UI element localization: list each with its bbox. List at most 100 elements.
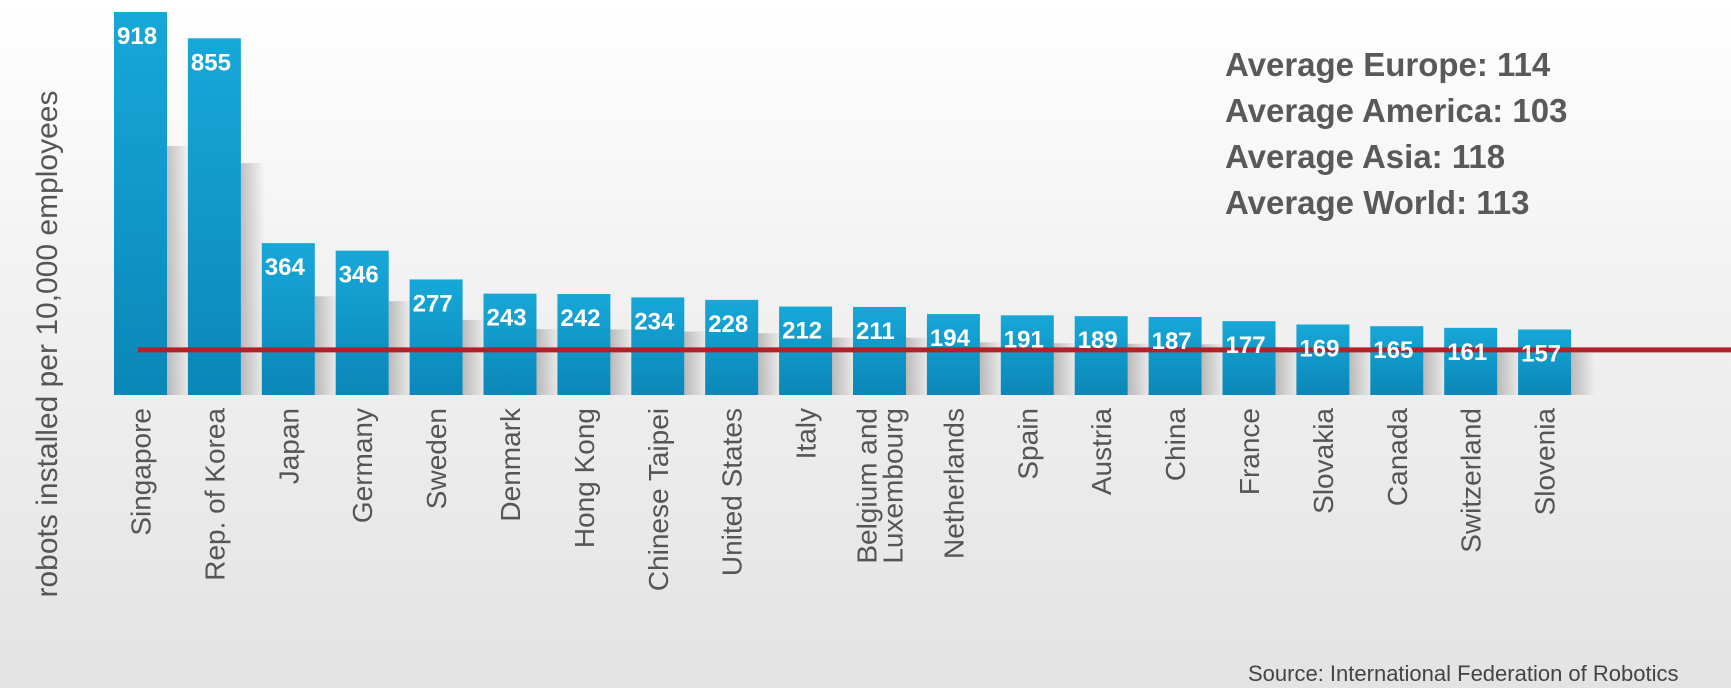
source-note: Source: International Federation of Robo… [1248,661,1679,686]
category-label: Belgium andLuxembourg [852,408,909,564]
category-label: Denmark [495,407,526,522]
bar [1518,329,1572,395]
bar-shadow [1571,352,1596,395]
category-label-line: Germany [347,408,378,523]
bar-value-label: 191 [1004,326,1044,353]
bar [409,279,463,395]
bar-value-label: 169 [1299,335,1339,362]
bar [926,314,980,395]
category-label-line: Canada [1382,408,1413,507]
category-label: China [1160,408,1191,482]
category-label-line: Japan [273,408,304,484]
average-europe: Average Europe: 114 [1225,46,1551,83]
average-world: Average World: 113 [1225,184,1530,221]
category-label: Netherlands [938,408,969,559]
bar-value-label: 228 [708,311,748,338]
category-label-line: Rep. of Korea [199,408,230,581]
category-label-line: Italy [791,408,822,459]
bar [1074,316,1128,395]
bar [1222,321,1276,395]
category-label: Hong Kong [569,408,600,548]
category-label: France [1234,408,1265,495]
category-labels: Singapore Rep. of Korea Japan Germany Sweden… [126,407,1561,591]
category-label: Chinese Taipei [643,408,674,591]
bar [114,12,167,395]
category-label: Spain [1012,408,1043,480]
category-label: Germany [347,408,378,523]
bar-shadow [1497,351,1522,395]
bar-value-label: 165 [1373,337,1413,364]
category-label-line: Luxembourg [878,408,909,564]
bar-value-label: 157 [1521,340,1561,367]
category-label: United States [717,408,748,576]
bars [114,12,1572,396]
category-label-line: Chinese Taipei [643,408,674,591]
category-label-line: Spain [1012,408,1043,480]
average-asia: Average Asia: 118 [1225,138,1506,175]
category-label-line: Slovakia [1308,408,1339,514]
category-label: Canada [1382,408,1413,507]
bar [483,293,537,395]
category-label-line: Hong Kong [569,408,600,548]
category-label-line: China [1160,408,1191,482]
category-label: Austria [1086,408,1117,496]
bar [335,250,389,395]
y-axis-label: robots installed per 10,000 employees [31,90,64,598]
bar-shadow [1349,349,1374,395]
bar [1444,327,1498,395]
category-label: Slovakia [1308,408,1339,514]
bar-shadow [1201,344,1226,395]
bar-shadows [167,146,1596,395]
bar-value-label: 243 [487,305,527,332]
bar-value-label: 277 [413,290,453,317]
bar-value-label: 211 [856,318,895,345]
category-label-line: Belgium and [852,408,883,564]
bar-shadow [536,329,561,395]
category-label-line: France [1234,408,1265,495]
category-label-line: Austria [1086,408,1117,496]
category-label-line: Sweden [421,408,452,509]
bar-shadow [684,331,709,395]
category-label: Singapore [126,408,157,536]
bar-value-label: 212 [782,318,822,345]
bar-value-label: 187 [1152,328,1192,355]
bar-value-label: 161 [1447,339,1487,366]
category-label-line: Switzerland [1456,408,1487,553]
bar-shadow [462,319,487,395]
bar-value-label: 189 [1078,327,1118,354]
category-label: Switzerland [1456,408,1487,553]
bar-value-label: 918 [117,23,157,50]
bar-value-label: 855 [191,49,231,76]
bar-value-labels: 918 855 364 346 277 243 242 234 228 212 211 194 191 1… [117,23,1561,367]
category-label-line: United States [717,408,748,576]
bar-shadow [1423,350,1448,395]
bar-shadow [610,329,635,395]
bar-value-label: 234 [634,308,675,335]
category-label: Slovenia [1530,408,1561,516]
bar [1370,326,1424,395]
category-label: Italy [791,408,822,459]
bar-shadow [832,337,857,395]
bar-value-label: 242 [560,305,600,332]
category-label: Rep. of Korea [199,408,230,581]
category-label-line: Netherlands [938,408,969,559]
bar [187,38,241,396]
bar-shadow [314,296,339,395]
average-america: Average America: 103 [1225,92,1568,129]
category-label-line: Slovenia [1530,408,1561,516]
bar [1296,324,1350,395]
bar [261,243,315,395]
bar-shadow [1275,346,1300,395]
bar [1148,316,1202,395]
category-label-line: Denmark [495,407,526,522]
category-label-line: Singapore [126,408,157,536]
bar-shadow [240,163,265,395]
bar-value-label: 177 [1226,332,1266,359]
bar-shadow [906,337,930,395]
bar-shadow [167,146,191,395]
bar-value-label: 364 [265,254,306,281]
category-label: Sweden [421,408,452,509]
bar [1000,315,1054,395]
bar-value-label: 194 [930,325,971,352]
